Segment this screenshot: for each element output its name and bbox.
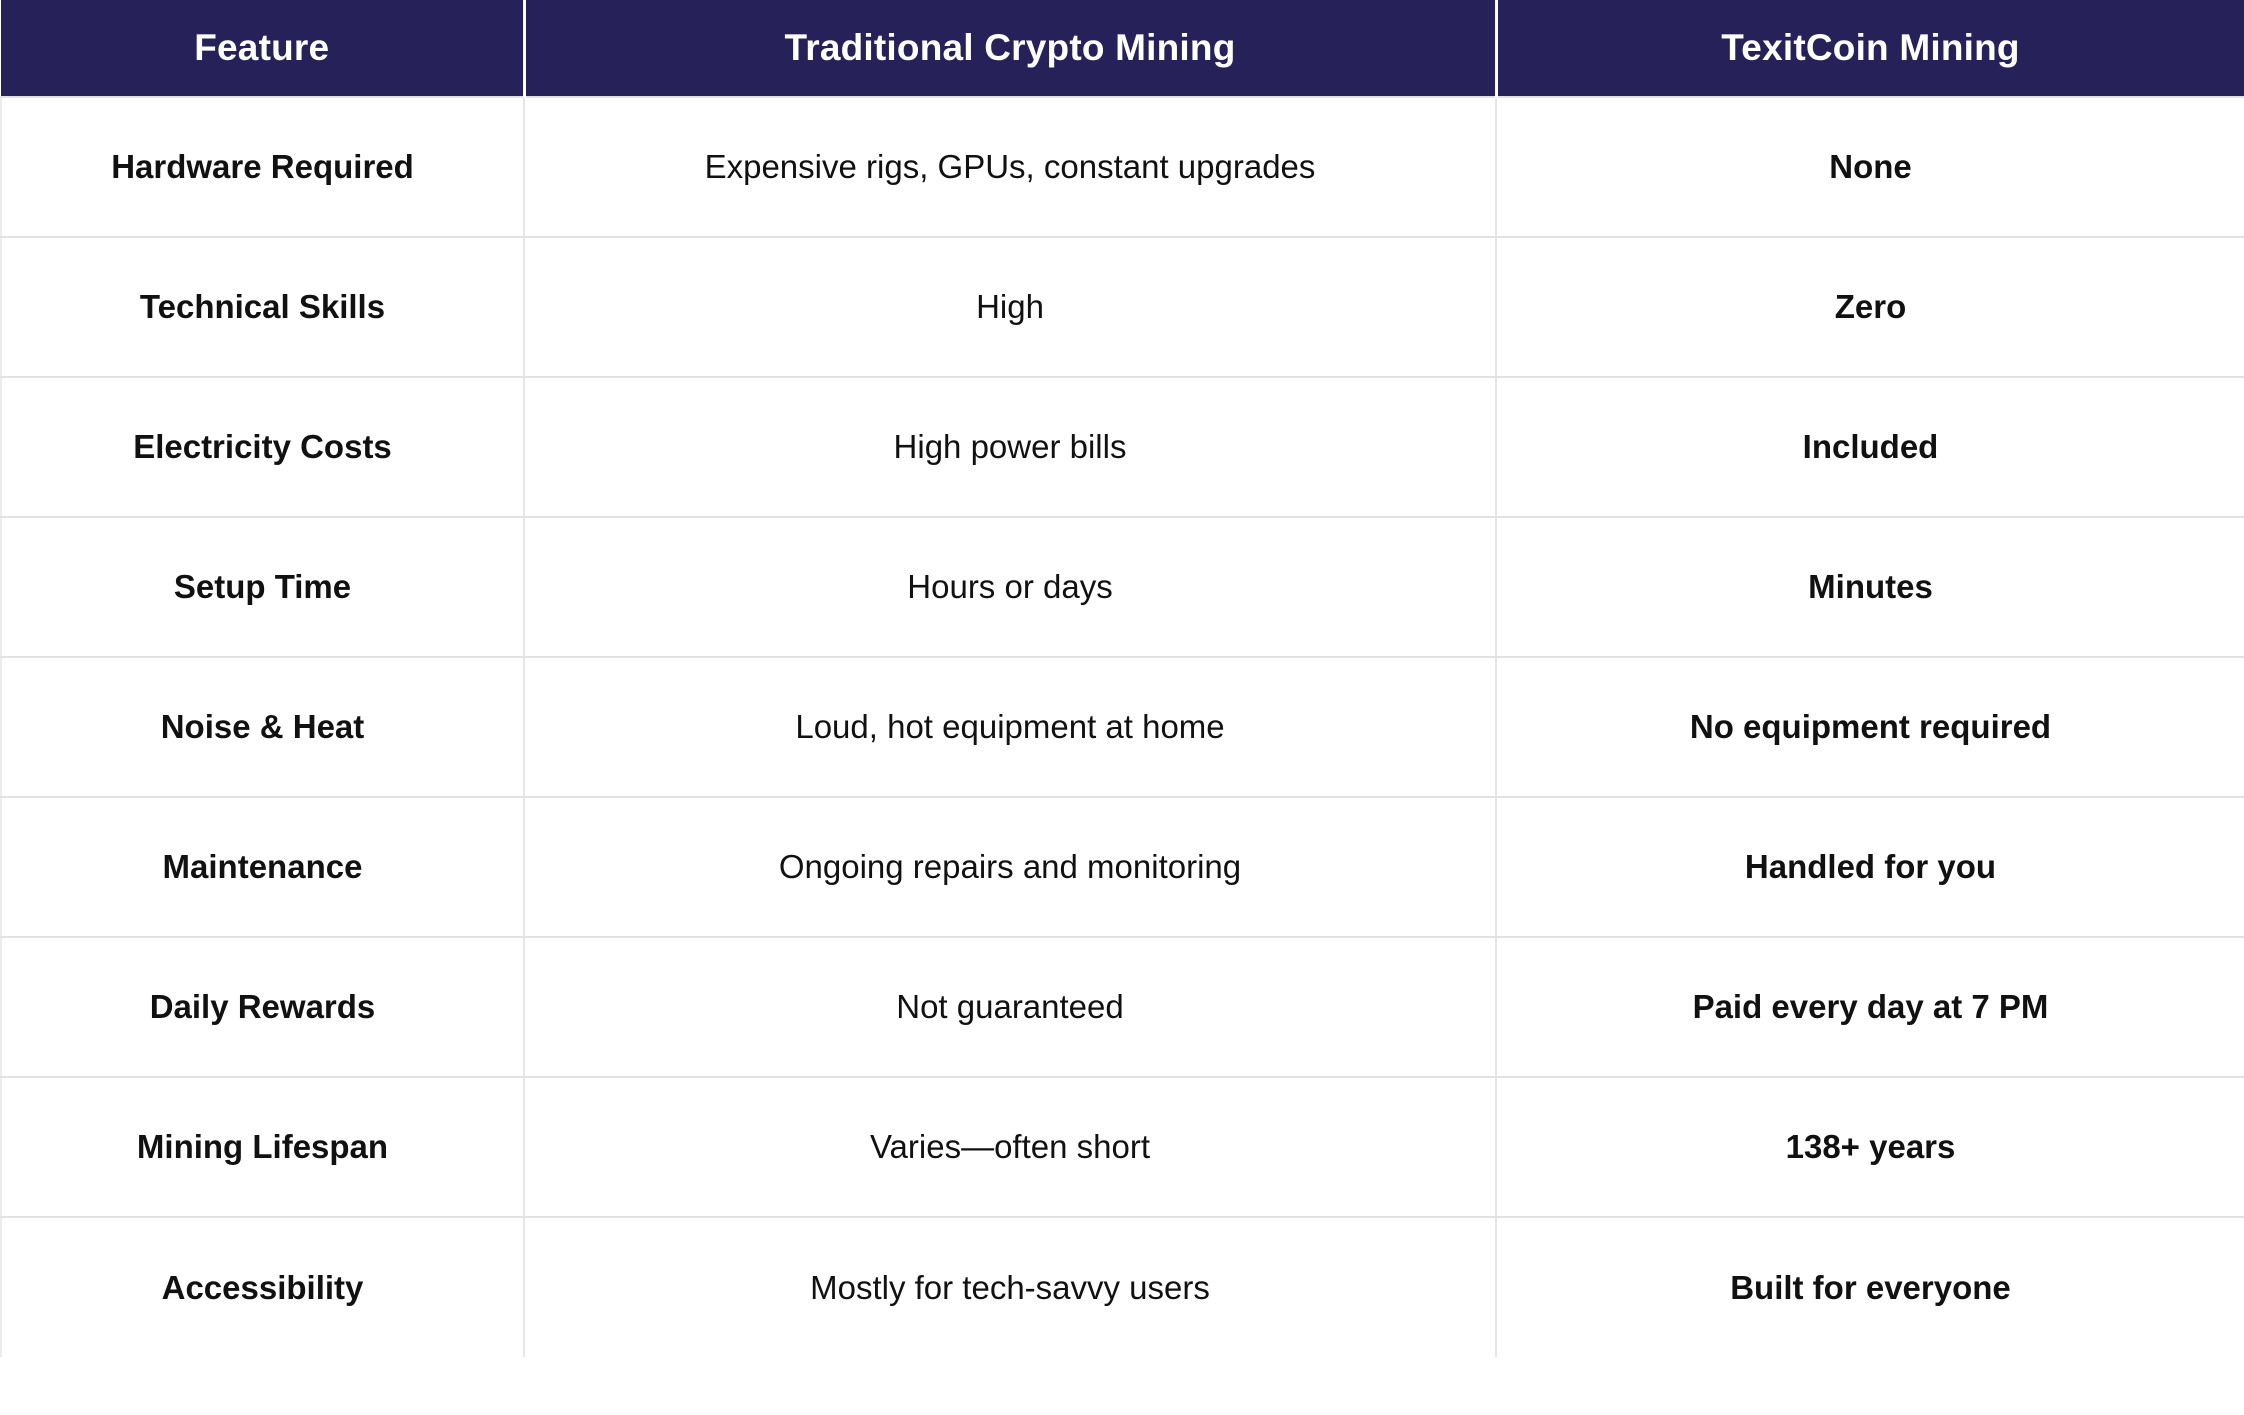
cell-texitcoin-mining: Built for everyone	[1496, 1217, 2244, 1357]
table-row: Electricity Costs High power bills Include…	[0, 377, 2244, 518]
mining-comparison-table: Feature Traditional Crypto Mining TexitC…	[0, 0, 2244, 1357]
table-header-row: Feature Traditional Crypto Mining TexitC…	[1, 0, 2244, 98]
cell-texitcoin-mining: 138+ years	[1496, 1077, 2244, 1218]
table-row: Daily Rewards Not guaranteed Paid every da…	[0, 937, 2244, 1078]
table-row: Maintenance Ongoing repairs and monitorin…	[0, 797, 2244, 938]
cell-traditional-crypto-mining: Expensive rigs, GPUs, constant upgrades	[524, 97, 1497, 238]
cell-traditional-crypto-mining: High power bills	[524, 377, 1497, 518]
cell-traditional-crypto-mining: Hours or days	[524, 517, 1497, 658]
table-body: Hardware Required Expensive rigs, GPUs, c…	[0, 97, 2244, 1357]
cell-texitcoin-mining: Paid every day at 7 PM	[1496, 937, 2244, 1078]
cell-traditional-crypto-mining: High	[524, 237, 1497, 378]
table-row: Setup Time Hours or days Minutes	[0, 517, 2244, 658]
cell-traditional-crypto-mining: Loud, hot equipment at home	[524, 657, 1497, 798]
column-header-traditional-crypto-mining: Traditional Crypto Mining	[524, 0, 1498, 98]
cell-feature: Noise & Heat	[0, 657, 525, 798]
table-row: Technical Skills High Zero	[0, 237, 2244, 378]
cell-feature: Mining Lifespan	[0, 1077, 525, 1218]
cell-texitcoin-mining: Handled for you	[1496, 797, 2244, 938]
cell-texitcoin-mining: None	[1496, 97, 2244, 238]
column-header-texitcoin-mining: TexitCoin Mining	[1496, 0, 2244, 98]
table-row: Hardware Required Expensive rigs, GPUs, c…	[0, 97, 2244, 238]
cell-traditional-crypto-mining: Varies—often short	[524, 1077, 1497, 1218]
cell-feature: Electricity Costs	[0, 377, 525, 518]
table-row: Noise & Heat Loud, hot equipment at home N…	[0, 657, 2244, 798]
cell-feature: Technical Skills	[0, 237, 525, 378]
cell-feature: Daily Rewards	[0, 937, 525, 1078]
table-row: Accessibility Mostly for tech-savvy users…	[0, 1217, 2244, 1357]
cell-texitcoin-mining: Minutes	[1496, 517, 2244, 658]
cell-feature: Maintenance	[0, 797, 525, 938]
cell-texitcoin-mining: Included	[1496, 377, 2244, 518]
cell-texitcoin-mining: No equipment required	[1496, 657, 2244, 798]
table-header: Feature Traditional Crypto Mining TexitC…	[1, 0, 2244, 98]
column-header-feature: Feature	[1, 0, 526, 98]
cell-traditional-crypto-mining: Ongoing repairs and monitoring	[524, 797, 1497, 938]
cell-feature: Accessibility	[0, 1217, 525, 1357]
cell-traditional-crypto-mining: Not guaranteed	[524, 937, 1497, 1078]
table-row: Mining Lifespan Varies—often short 138+ ye…	[0, 1077, 2244, 1218]
cell-feature: Hardware Required	[0, 97, 525, 238]
cell-traditional-crypto-mining: Mostly for tech-savvy users	[524, 1217, 1497, 1357]
cell-feature: Setup Time	[0, 517, 525, 658]
cell-texitcoin-mining: Zero	[1496, 237, 2244, 378]
